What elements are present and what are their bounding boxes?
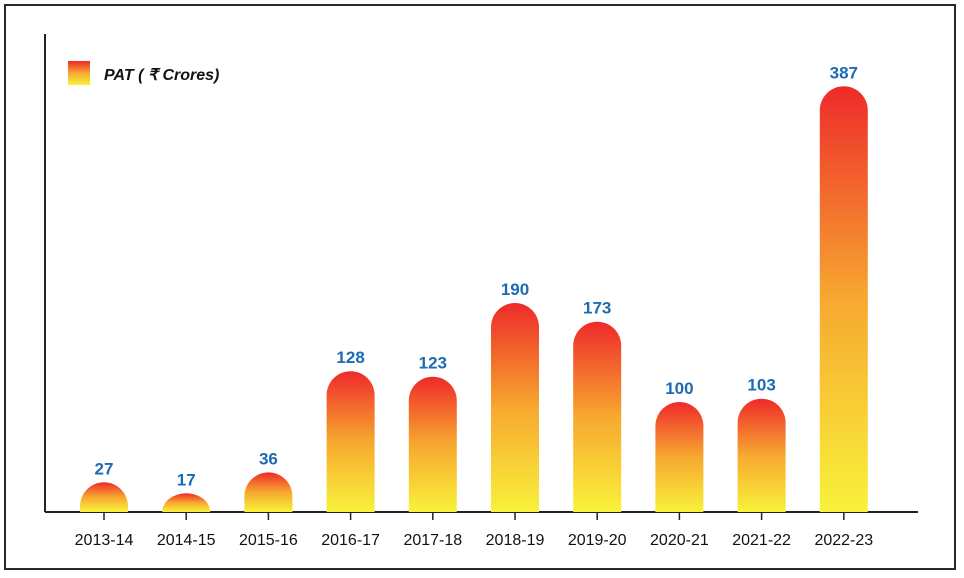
bars-group bbox=[80, 86, 868, 512]
legend-swatch bbox=[68, 61, 90, 85]
value-label: 387 bbox=[830, 63, 858, 82]
value-label: 173 bbox=[583, 299, 611, 318]
bar-2022-23 bbox=[819, 86, 868, 512]
value-label: 36 bbox=[259, 449, 278, 468]
chart-frame bbox=[4, 4, 956, 570]
value-label: 100 bbox=[665, 379, 693, 398]
bar-2021-22 bbox=[737, 398, 786, 512]
x-tick-label: 2017-18 bbox=[403, 532, 462, 549]
bar-2017-18 bbox=[408, 376, 457, 512]
bar-2016-17 bbox=[326, 371, 375, 512]
legend-label: PAT ( ₹ Crores) bbox=[104, 67, 219, 84]
x-tick-label: 2018-19 bbox=[486, 532, 545, 549]
x-tick-labels-group: 2013-14 2014-15 2015-16 2016-17 2017-18 2018-… bbox=[75, 512, 873, 549]
value-label: 190 bbox=[501, 280, 529, 299]
x-tick-label: 2013-14 bbox=[75, 532, 134, 549]
bar-2013-14 bbox=[80, 482, 128, 512]
x-tick-label: 2020-21 bbox=[650, 532, 709, 549]
bar-2019-20 bbox=[573, 321, 622, 512]
x-tick-label: 2019-20 bbox=[568, 532, 627, 549]
x-tick-label: 2015-16 bbox=[239, 532, 298, 549]
x-tick-label: 2022-23 bbox=[814, 532, 873, 549]
x-tick-label: 2014-15 bbox=[157, 532, 216, 549]
value-label: 17 bbox=[177, 470, 196, 489]
bar-2018-19 bbox=[491, 303, 539, 512]
bar-2014-15 bbox=[162, 493, 211, 512]
bar-2015-16 bbox=[244, 472, 293, 512]
value-label: 123 bbox=[419, 354, 447, 373]
value-label: 27 bbox=[95, 459, 114, 478]
x-tick-label: 2016-17 bbox=[321, 532, 380, 549]
value-label: 103 bbox=[747, 376, 775, 395]
bar-2020-21 bbox=[655, 402, 704, 512]
value-label: 128 bbox=[336, 348, 364, 367]
value-labels-group: 27 17 36 128 123 190 173 100 103 387 bbox=[95, 63, 858, 489]
legend: PAT ( ₹ Crores) bbox=[68, 61, 219, 85]
x-tick-label: 2021-22 bbox=[732, 532, 791, 549]
